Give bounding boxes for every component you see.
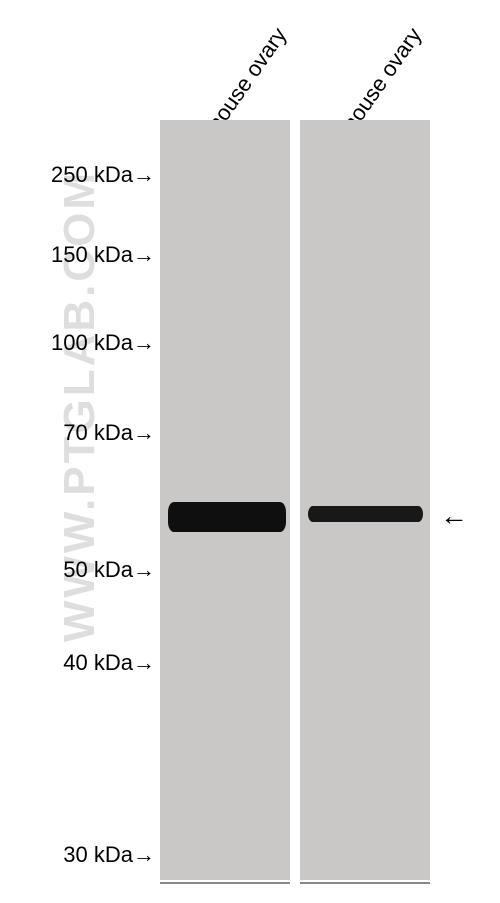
lane-bottom-border [160,882,290,884]
target-arrow-icon: ← [440,500,468,532]
mw-marker: 50 kDa→ [25,557,155,583]
mw-marker: 150 kDa→ [25,242,155,268]
blot-lane-1 [160,120,290,880]
blot-lane-2 [300,120,430,880]
protein-band [168,502,286,532]
lane-bottom-border [300,882,430,884]
protein-band [308,506,423,522]
mw-marker: 100 kDa→ [25,330,155,356]
mw-marker: 30 kDa→ [25,842,155,868]
mw-marker: 40 kDa→ [25,650,155,676]
mw-marker: 70 kDa→ [25,420,155,446]
western-blot-figure: { "figure": { "type": "western-blot", "b… [0,0,500,903]
mw-marker: 250 kDa→ [25,162,155,188]
